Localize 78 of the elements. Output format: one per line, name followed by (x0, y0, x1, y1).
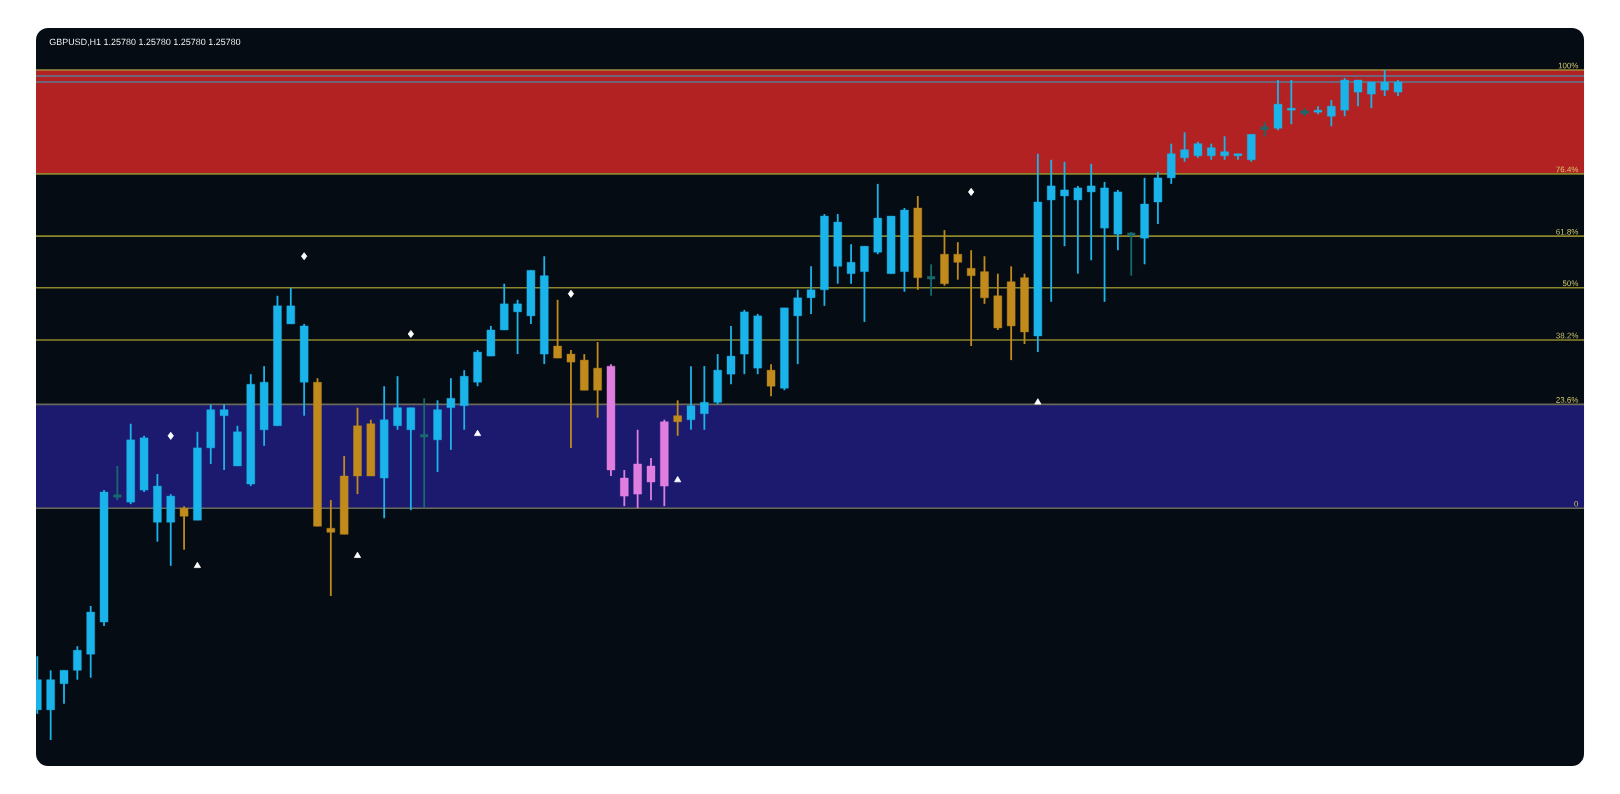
candlestick (59, 669, 69, 705)
candlestick (726, 325, 736, 386)
candlestick (633, 428, 642, 510)
point (193, 561, 201, 568)
candlestick (566, 349, 576, 449)
candlestick (620, 469, 629, 508)
candlestick (553, 298, 562, 359)
candlestick (1287, 79, 1296, 126)
point (674, 476, 682, 483)
candlestick (593, 341, 602, 419)
candlestick (740, 308, 749, 376)
candlestick (1073, 185, 1083, 275)
candlestick (46, 669, 55, 741)
candlestick (86, 605, 95, 679)
candlestick (940, 229, 949, 287)
candlestick (713, 353, 722, 406)
candlestick (500, 282, 509, 331)
point (567, 289, 575, 298)
point (474, 429, 482, 437)
candlestick (1060, 160, 1069, 248)
candlestick (766, 363, 776, 398)
candlestick (179, 505, 189, 551)
candlestick (460, 369, 469, 431)
candlestick (206, 403, 215, 465)
point (301, 252, 308, 261)
candlestick (646, 457, 656, 502)
candlestick (686, 365, 696, 431)
candlestick (993, 272, 1003, 331)
point (968, 187, 975, 196)
candlestick (513, 298, 522, 355)
candlestick (1380, 69, 1389, 98)
candlestick (793, 288, 802, 366)
candlestick (580, 353, 589, 392)
candlestick (326, 499, 336, 597)
candlestick (406, 406, 416, 512)
candlestick (486, 325, 496, 357)
point (407, 329, 414, 338)
candlestick (1353, 79, 1363, 108)
candlestick (833, 213, 842, 285)
candlestick (526, 269, 536, 325)
candlestick (1180, 131, 1189, 163)
candlestick (1113, 189, 1123, 252)
candlestick (1273, 79, 1283, 132)
candlestick (953, 241, 962, 281)
candlestick (846, 243, 856, 285)
candlestick (700, 365, 709, 431)
candlestick (1327, 99, 1336, 128)
candlestick (1340, 77, 1349, 118)
candlestick (259, 365, 269, 447)
candlestick (73, 645, 82, 681)
candlestick (860, 245, 869, 323)
candlestick (233, 424, 242, 467)
candlestick (1167, 142, 1176, 185)
candlestick (1153, 170, 1163, 225)
candlestick (433, 399, 442, 473)
candlestick (473, 349, 482, 388)
candlestick (446, 377, 456, 451)
candlestick (286, 286, 295, 325)
candlestick (806, 265, 816, 315)
candlestick (673, 399, 682, 437)
candlestick (980, 255, 989, 305)
candlestick (219, 403, 229, 471)
candlestick (873, 182, 882, 256)
candlestick (1140, 176, 1149, 266)
candlestick (1087, 162, 1096, 262)
candlestick (1367, 81, 1376, 110)
candlestick (1220, 135, 1229, 161)
candlestick (1100, 180, 1109, 303)
candlestick (966, 249, 976, 347)
candlestick (1247, 133, 1256, 163)
point (167, 431, 174, 440)
candlestick (166, 493, 175, 567)
candlestick (393, 375, 402, 431)
candlestick (153, 473, 162, 543)
candlestick (1006, 265, 1016, 361)
point (353, 551, 362, 558)
candlestick (1046, 158, 1056, 303)
point (1034, 398, 1042, 405)
